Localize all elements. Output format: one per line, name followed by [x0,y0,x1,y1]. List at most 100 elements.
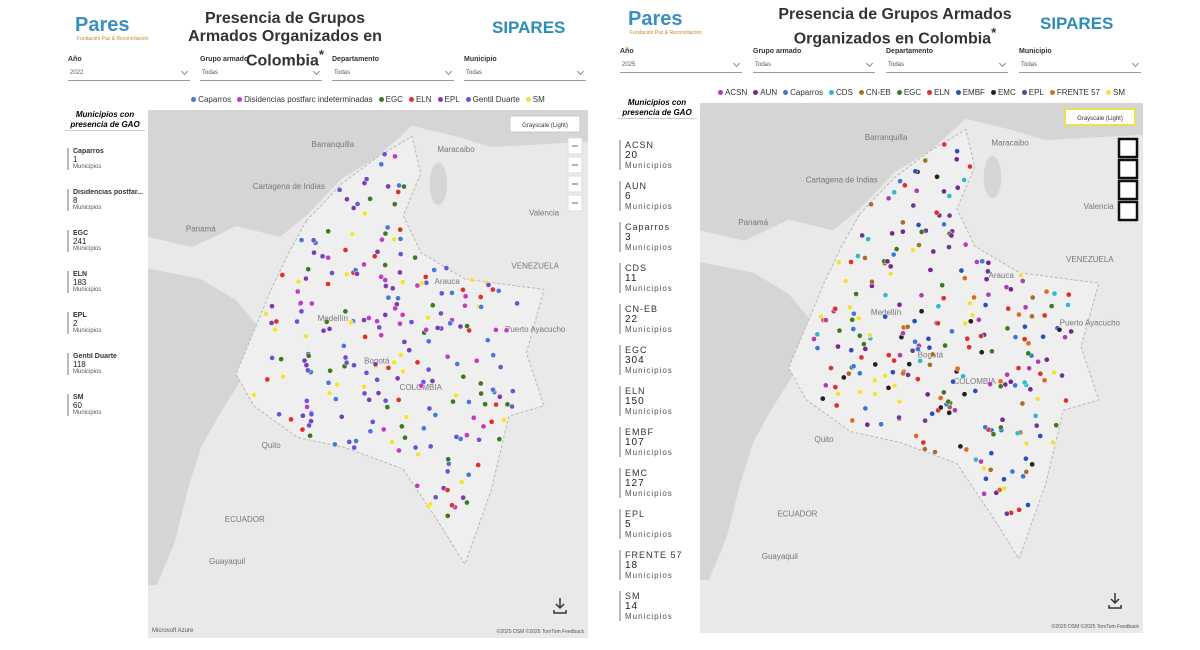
map-point [374,376,380,383]
filter-dropdown[interactable]: Todas [1019,59,1141,73]
map-point [949,328,955,335]
map-point [392,153,398,160]
map-point [859,232,866,239]
map-point [872,361,879,368]
map-point [464,432,470,438]
map-point [935,320,941,327]
map-point [1021,379,1028,386]
control-box[interactable] [1117,158,1139,180]
count-card: EMC 127 Municipios [619,468,697,498]
map-point [279,272,286,278]
map-point [862,255,868,261]
map-point [367,428,374,435]
map-point [300,412,306,419]
map-point [983,276,990,283]
card-count: 14 [625,601,639,612]
control-box[interactable] [1117,200,1139,222]
map-point [378,273,384,280]
title-mark: * [991,25,997,40]
download-button[interactable] [553,598,567,614]
map-point [1051,369,1057,376]
zoom-control[interactable] [567,156,583,174]
map-point [350,205,357,211]
control-box[interactable] [1117,137,1139,159]
map-point [958,267,965,274]
filter-dropdown[interactable]: Todas [886,59,1008,73]
place-label: Panamá [186,224,216,233]
map-point [865,236,871,242]
map-point [887,263,894,270]
map-point [987,466,994,473]
map-point [866,332,873,339]
map-point [367,195,373,202]
map-style-button[interactable]: Grayscale (Light) [509,115,581,133]
map-point [338,413,345,420]
card-unit: Municipios [625,407,673,416]
map-point [896,414,902,421]
map-style-box [509,115,581,133]
map-point [979,258,986,265]
count-card: ELN 183 Municipios [67,271,145,293]
card-name: Disidencias postfar... [73,189,144,196]
filter-value: 2022 [70,70,84,76]
map-point [1065,291,1072,298]
legend-item: Disidencias postfarc indeterminadas [237,95,373,104]
zoom-control[interactable] [567,194,583,212]
control-box[interactable] [1117,179,1139,201]
place-label: Barranquilla [311,140,354,149]
map-point [900,228,906,235]
map-point [978,333,984,339]
filter-dropdown[interactable]: Todas [464,67,586,81]
zoom-control[interactable] [567,175,583,193]
map-point [268,320,275,326]
card-unit: Municipios [625,202,673,211]
legend: ACSN AUN Caparros CDS CN-EB EGC ELN EMBF EMC EPL F… [700,88,1143,97]
map-point [423,279,430,286]
map-point [294,318,300,325]
map-point [927,267,934,273]
map-point [325,228,332,235]
map-point [937,404,944,411]
place-label: Valencia [1084,202,1115,211]
dropdown-arrow [1131,59,1140,68]
map-point [344,196,350,203]
card-count: 241 [73,237,87,246]
card-count: 118 [73,360,86,369]
map-point [1041,377,1048,384]
map-point [509,403,515,410]
map-style-button[interactable]: Grayscale (Light) [1064,108,1136,126]
map-point [891,189,898,196]
map-point [412,254,418,261]
map-point [871,377,878,384]
card-count: 107 [625,437,645,448]
map-point [946,409,953,416]
map-point [945,398,952,405]
map-point [961,177,968,183]
zoom-control[interactable] [567,137,583,155]
legend-label: Disidencias postfarc indeterminadas [244,95,373,104]
map-point [983,475,989,482]
map-point [449,502,455,509]
map-point [885,384,892,391]
card-name: SM [73,394,84,401]
title: Presencia de Grupos Armados Organizados … [188,10,382,70]
download-button[interactable] [1108,593,1122,609]
filter-dropdown[interactable]: Todas [332,67,454,81]
map-point [889,230,896,237]
filter-dropdown[interactable]: Todas [753,59,875,73]
map-point [503,327,510,334]
filter-dropdown[interactable]: 2022 [68,67,190,81]
map-point [896,398,903,405]
map-point [333,396,339,402]
map-point [861,341,867,347]
map-point [846,370,852,377]
map-point [429,378,436,384]
legend-swatch [191,97,197,102]
map-point [466,399,472,405]
count-card: SM 60 Municipios [67,394,145,416]
map-point [846,304,853,311]
map-point [326,325,333,332]
filter-dropdown[interactable]: 2025 [620,59,742,73]
filter-dropdown[interactable]: Todas [200,67,322,81]
map-point [302,333,309,340]
